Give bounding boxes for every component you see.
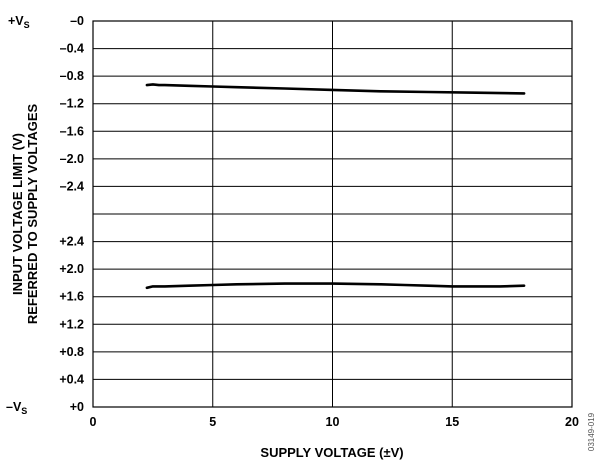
lower-series-line <box>145 282 526 290</box>
y-tick-label: –0.8 <box>60 69 84 83</box>
y-tick-label: +1.6 <box>59 290 84 304</box>
series-layer <box>145 83 526 290</box>
y-tick-label: –2.0 <box>60 152 84 166</box>
y-tick-label: +0 <box>70 400 84 414</box>
x-tick-label: 10 <box>326 415 340 429</box>
y-tick-label: –1.6 <box>60 124 84 138</box>
y-axis-label: INPUT VOLTAGE LIMIT (V) REFERRED TO SUPP… <box>10 104 40 325</box>
y-tick-label: +1.2 <box>59 317 84 331</box>
figure-code: 03149-019 <box>587 412 596 451</box>
y-tick-label: –0.4 <box>60 42 84 56</box>
x-tick-label: 20 <box>565 415 579 429</box>
x-tick-label: 5 <box>209 415 216 429</box>
svg-text:03149-019: 03149-019 <box>587 412 596 451</box>
x-tick-labels: 0 5 10 15 20 <box>90 415 579 429</box>
upper-series-line <box>145 83 526 95</box>
y-tick-label: –0 <box>70 14 84 28</box>
y-tick-label: –1.2 <box>60 97 84 111</box>
lower-reference-label: –VS <box>6 400 27 416</box>
y-axis-label-line-2: REFERRED TO SUPPLY VOLTAGES <box>25 104 40 325</box>
x-tick-label: 15 <box>445 415 459 429</box>
y-tick-labels: –0 –0.4 –0.8 –1.2 –1.6 –2.0 –2.4 +2.4 +2.0 +1.6 +1… <box>59 14 84 414</box>
upper-reference-label: +VS <box>8 14 30 30</box>
x-axis-label: SUPPLY VOLTAGE (±V) <box>260 445 403 460</box>
y-tick-label: –2.4 <box>60 179 84 193</box>
y-tick-label: +0.8 <box>59 345 84 359</box>
y-tick-label: +2.0 <box>59 262 84 276</box>
x-tick-label: 0 <box>90 415 97 429</box>
grid <box>93 21 572 407</box>
y-tick-label: +2.4 <box>59 235 84 249</box>
y-tick-label: +0.4 <box>59 372 84 386</box>
y-axis-label-line-1: INPUT VOLTAGE LIMIT (V) <box>10 133 25 295</box>
